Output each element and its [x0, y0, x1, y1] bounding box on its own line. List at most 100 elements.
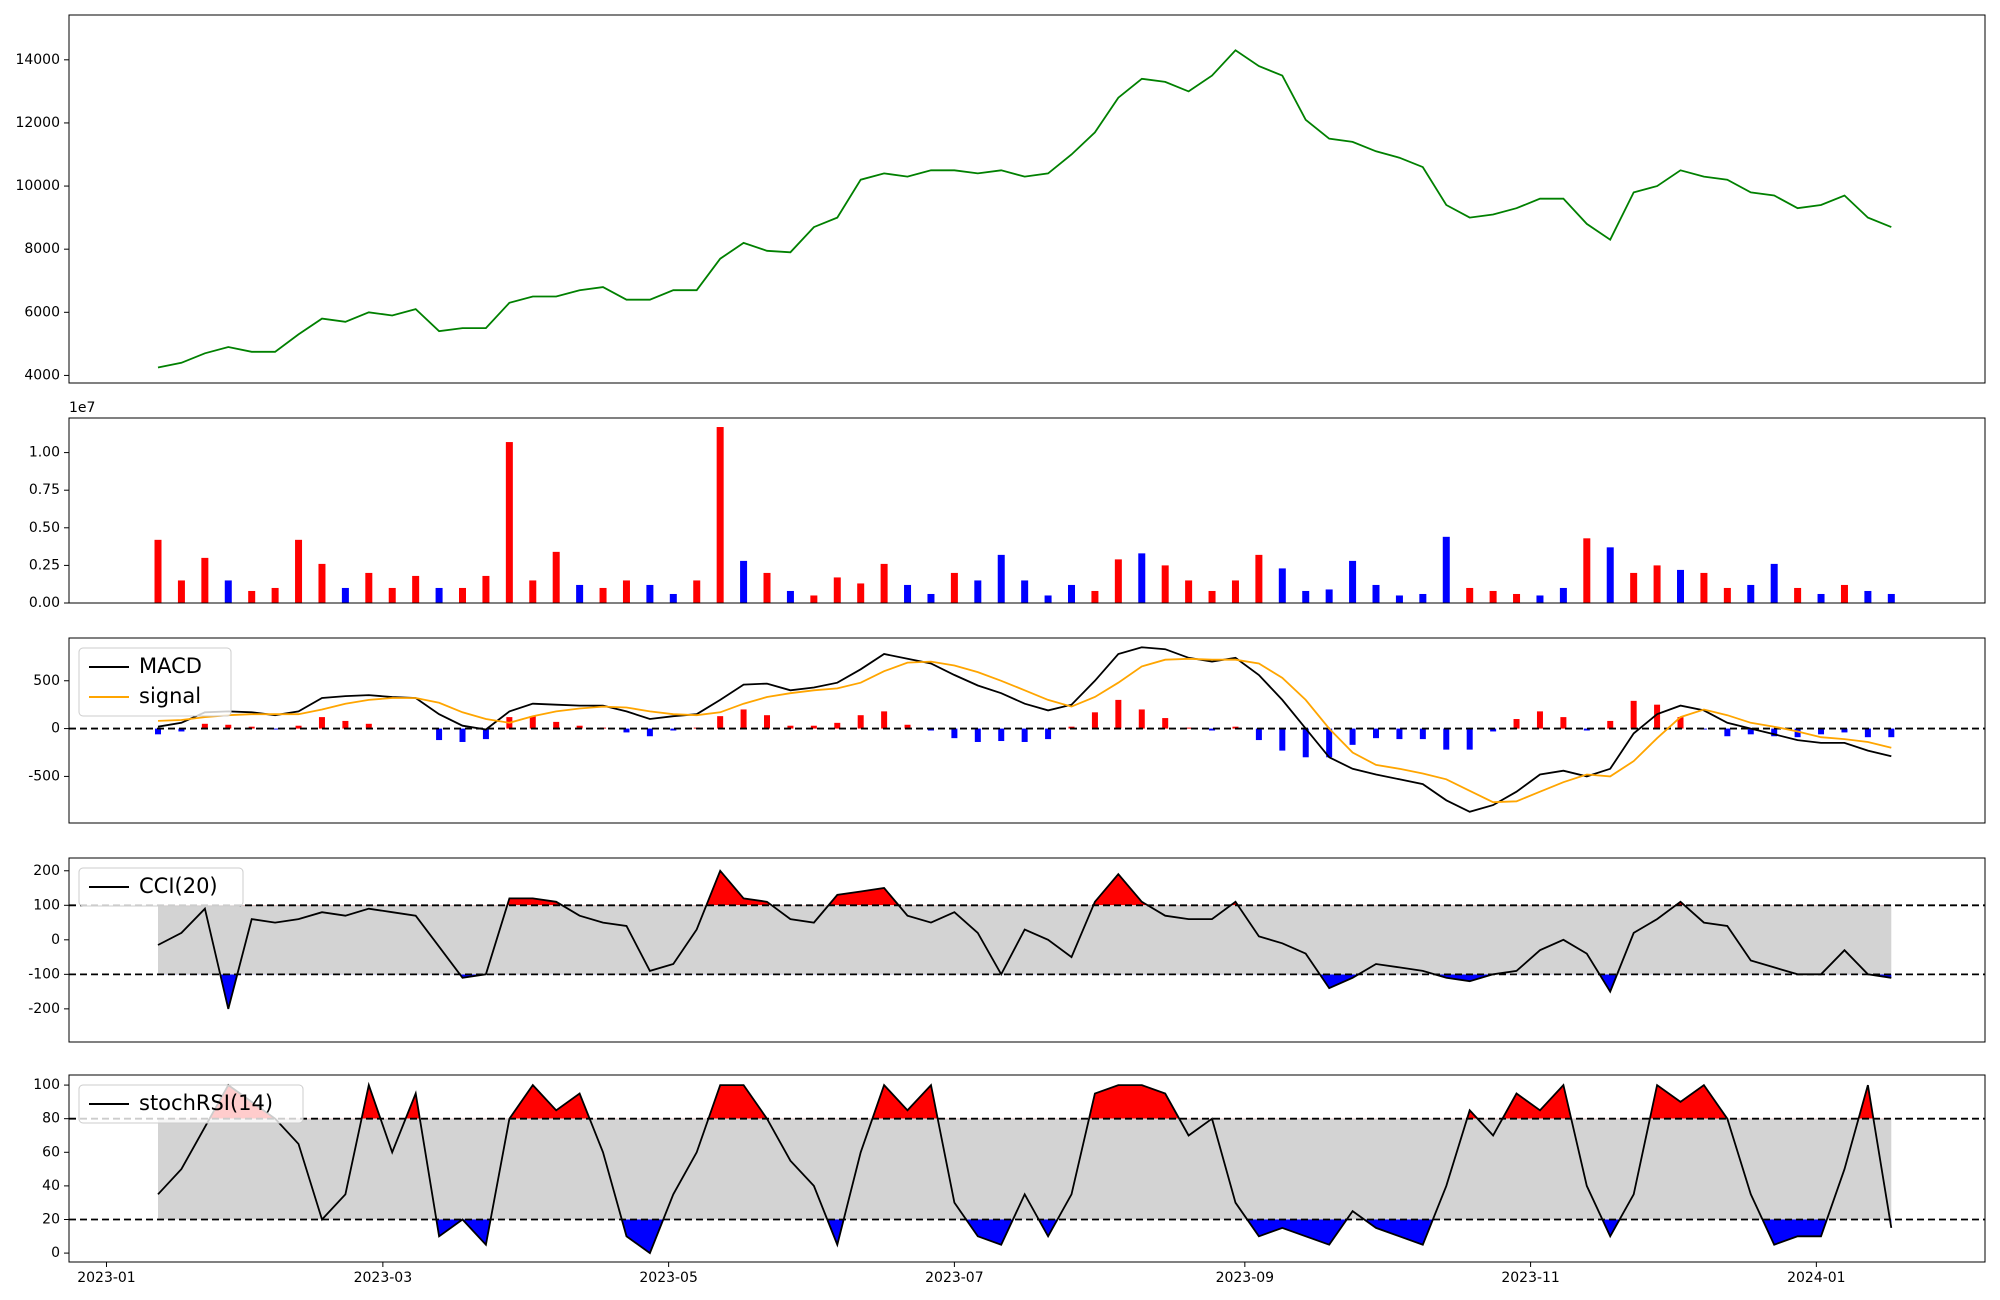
y-tick-label: 8000 [24, 241, 60, 257]
histogram-bar [787, 725, 794, 729]
series-line [157, 657, 1892, 804]
x-tick-label: 2023-07 [925, 1270, 984, 1286]
histogram-bar [670, 728, 677, 731]
histogram-bar [155, 728, 162, 735]
y-tick-label: 12000 [15, 115, 60, 131]
volume-bar [716, 427, 724, 603]
volume-bar [1161, 565, 1169, 603]
histogram-bar [318, 717, 325, 729]
volume-bar [693, 580, 701, 603]
x-tick-label: 2023-05 [639, 1270, 698, 1286]
legend-label: MACD [139, 654, 202, 678]
legend-label: signal [139, 684, 201, 708]
volume-bar [1068, 584, 1076, 603]
histogram-bar [1583, 728, 1590, 731]
band [158, 905, 1892, 975]
y-tick-label: 4000 [24, 367, 60, 383]
volume-bar [1723, 587, 1731, 603]
volume-bar [1185, 580, 1193, 603]
histogram-bar [272, 728, 279, 730]
y-tick-label: 0 [51, 721, 60, 737]
x-tick-label: 2023-01 [77, 1270, 136, 1286]
histogram-bar [1654, 704, 1661, 729]
y-tick-label: 0.50 [29, 520, 60, 536]
axes-frame [68, 14, 1986, 384]
histogram-bar [1373, 728, 1380, 739]
histogram-bar [623, 728, 630, 733]
volume-bar [1091, 590, 1099, 603]
volume-bar [529, 580, 537, 603]
y-tick-label: -200 [28, 1001, 60, 1017]
histogram-bar [998, 728, 1005, 742]
threshold-fill [321, 1219, 1892, 1254]
histogram-bar [482, 728, 489, 740]
histogram-bar [974, 728, 981, 742]
series-line [157, 869, 1892, 1010]
axes-frame [68, 417, 1986, 604]
y-tick-label: 0.25 [29, 557, 60, 573]
volume-bar [1817, 593, 1825, 603]
y-tick-label: 1.00 [29, 445, 60, 461]
axes-frame [68, 857, 1986, 1043]
histogram-bar [717, 716, 724, 729]
y-tick-label: -500 [28, 768, 60, 784]
volume-bar [599, 587, 607, 603]
legend-box [78, 1084, 304, 1124]
volume-bar [1606, 547, 1614, 603]
y-tick-label: 500 [33, 673, 60, 689]
band [158, 1118, 1892, 1220]
volume-bar [1442, 536, 1450, 603]
histogram-bar [1536, 711, 1543, 729]
y-tick-label: 100 [33, 1077, 60, 1093]
x-tick-label: 2024-01 [1787, 1270, 1846, 1286]
volume-bar [1278, 568, 1286, 603]
histogram-bar [1302, 728, 1309, 758]
volume-bar [1372, 584, 1380, 603]
volume-bar [341, 587, 349, 603]
histogram-bar [1091, 712, 1098, 729]
histogram-bar [1162, 718, 1169, 729]
histogram-bar [1864, 728, 1871, 738]
volume-bar [880, 563, 888, 603]
y-tick-label: 0.00 [29, 595, 60, 611]
volume-bar [669, 593, 677, 603]
histogram-bar [529, 716, 536, 729]
histogram-bar [1630, 700, 1637, 729]
histogram-bar [1724, 728, 1731, 737]
series-line [157, 646, 1892, 813]
volume-bar [1231, 580, 1239, 603]
histogram-bar [1209, 728, 1216, 731]
histogram-bar [1794, 728, 1801, 738]
histogram-bar [764, 715, 771, 729]
histogram-bar [646, 728, 653, 737]
volume-bar [1887, 593, 1895, 603]
histogram-bar [904, 724, 911, 729]
axes-frame [68, 1074, 1986, 1263]
histogram-bar [1326, 728, 1333, 758]
legend-label: CCI(20) [139, 874, 218, 898]
volume-bar [1466, 587, 1474, 603]
y-tick-label: 60 [42, 1144, 60, 1160]
x-tick-label: 2023-03 [354, 1270, 413, 1286]
histogram-bar [1771, 728, 1778, 737]
volume-bar [1138, 553, 1146, 603]
histogram-bar [1677, 717, 1684, 729]
histogram-bar [1513, 719, 1520, 729]
histogram-bar [553, 721, 560, 729]
histogram-bar [576, 725, 583, 729]
volume-bar [201, 557, 209, 603]
histogram-bar [857, 715, 864, 729]
histogram-bar [225, 724, 232, 729]
volume-bar [622, 580, 630, 603]
volume-bar [1700, 572, 1708, 603]
legend-label: stochRSI(14) [139, 1091, 273, 1115]
volume-bar [365, 572, 373, 603]
volume-bar [646, 584, 654, 603]
legend-box [78, 647, 232, 717]
y-tick-label: 10000 [15, 178, 60, 194]
volume-bar [1747, 584, 1755, 603]
histogram-bar [951, 728, 958, 739]
histogram-bar [1841, 728, 1848, 733]
volume-bar [1794, 587, 1802, 603]
